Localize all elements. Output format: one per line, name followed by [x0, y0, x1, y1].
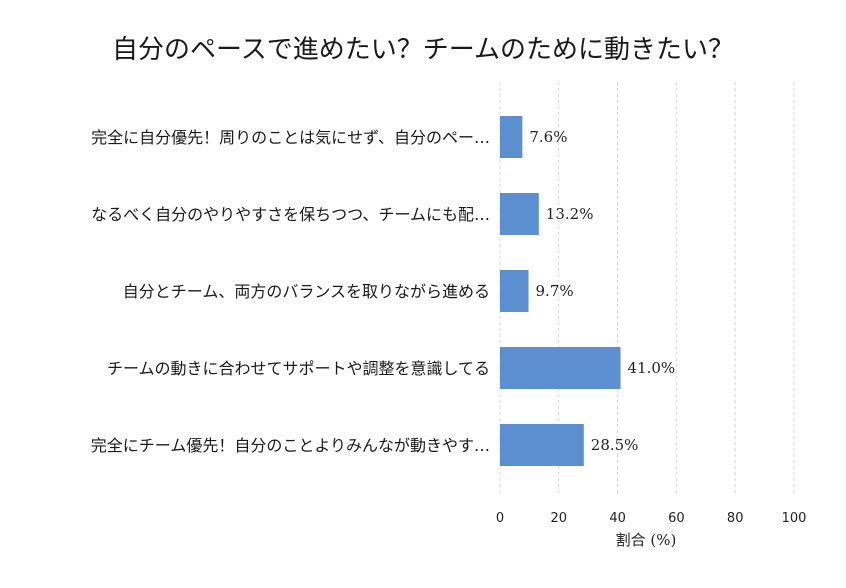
bar	[500, 347, 621, 389]
category-label: チームの動きに合わせてサポートや調整を意識してる	[107, 359, 490, 378]
bar	[500, 193, 539, 235]
chart-title: 自分のペースで進めたい？チームのために動きたい？	[112, 35, 734, 65]
tick-layer: 0 20 40 60 80 100	[496, 511, 807, 526]
x-axis-label: 割合 (%)	[616, 531, 677, 549]
label-layer: 完全に自分優先！周りのことは気にせず、自分のペー… 7.6% なるべく自分のやりやす…	[91, 128, 675, 455]
value-label: 7.6%	[529, 128, 567, 146]
bar	[500, 424, 584, 466]
category-label: 自分とチーム、両方のバランスを取りながら進める	[123, 282, 490, 301]
bar-layer	[500, 116, 621, 466]
bar	[500, 116, 523, 158]
category-label: なるべく自分のやりやすさを保ちつつ、チームにも配…	[91, 205, 490, 224]
value-label: 41.0%	[628, 359, 676, 377]
category-label: 完全に自分優先！周りのことは気にせず、自分のペー…	[91, 128, 490, 147]
x-tick-label: 60	[668, 511, 685, 526]
x-tick-label: 0	[496, 511, 504, 526]
value-label: 9.7%	[536, 282, 574, 300]
x-tick-label: 100	[782, 511, 807, 526]
x-tick-label: 20	[551, 511, 568, 526]
value-label: 28.5%	[591, 436, 639, 454]
category-label: 完全にチーム優先！自分のことよりみんなが動きやす…	[91, 436, 490, 455]
x-tick-label: 40	[609, 511, 626, 526]
x-tick-label: 80	[727, 511, 744, 526]
bar	[500, 270, 529, 312]
value-label: 13.2%	[546, 205, 594, 223]
